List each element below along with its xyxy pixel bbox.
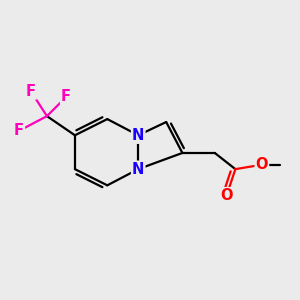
- Text: N: N: [132, 162, 144, 177]
- Text: N: N: [132, 128, 144, 143]
- Text: F: F: [14, 123, 24, 138]
- Text: O: O: [256, 157, 268, 172]
- Text: F: F: [26, 84, 36, 99]
- Text: O: O: [220, 188, 233, 203]
- Text: F: F: [61, 89, 71, 104]
